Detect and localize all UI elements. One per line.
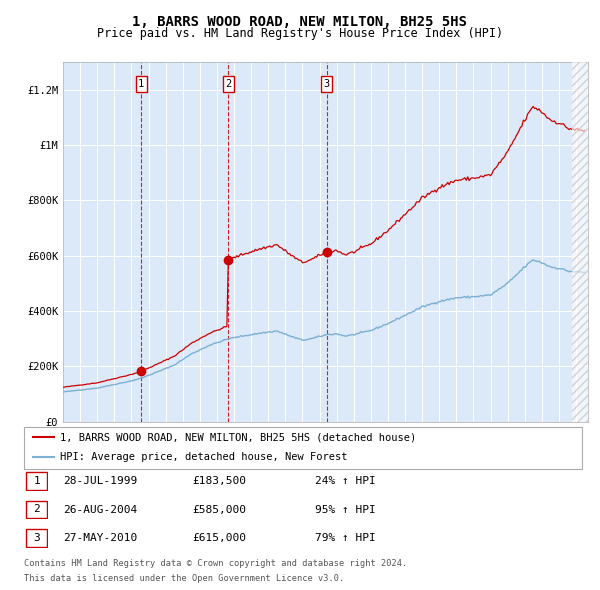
Text: This data is licensed under the Open Government Licence v3.0.: This data is licensed under the Open Gov… bbox=[24, 574, 344, 583]
Text: 1, BARRS WOOD ROAD, NEW MILTON, BH25 5HS (detached house): 1, BARRS WOOD ROAD, NEW MILTON, BH25 5HS… bbox=[60, 432, 416, 442]
FancyBboxPatch shape bbox=[24, 427, 582, 469]
Text: 1: 1 bbox=[33, 476, 40, 486]
Polygon shape bbox=[572, 62, 588, 422]
FancyBboxPatch shape bbox=[26, 501, 47, 518]
Text: 2: 2 bbox=[225, 79, 232, 89]
Text: HPI: Average price, detached house, New Forest: HPI: Average price, detached house, New … bbox=[60, 452, 348, 462]
Text: 26-AUG-2004: 26-AUG-2004 bbox=[63, 505, 137, 514]
FancyBboxPatch shape bbox=[26, 473, 47, 490]
Text: Price paid vs. HM Land Registry's House Price Index (HPI): Price paid vs. HM Land Registry's House … bbox=[97, 27, 503, 40]
Text: 2: 2 bbox=[33, 504, 40, 514]
Text: 3: 3 bbox=[33, 533, 40, 543]
Text: 28-JUL-1999: 28-JUL-1999 bbox=[63, 477, 137, 486]
FancyBboxPatch shape bbox=[26, 529, 47, 546]
Text: 24% ↑ HPI: 24% ↑ HPI bbox=[315, 477, 376, 486]
Text: 95% ↑ HPI: 95% ↑ HPI bbox=[315, 505, 376, 514]
Text: 27-MAY-2010: 27-MAY-2010 bbox=[63, 533, 137, 543]
Text: 3: 3 bbox=[323, 79, 330, 89]
Text: £183,500: £183,500 bbox=[192, 477, 246, 486]
Text: 1, BARRS WOOD ROAD, NEW MILTON, BH25 5HS: 1, BARRS WOOD ROAD, NEW MILTON, BH25 5HS bbox=[133, 15, 467, 29]
Text: Contains HM Land Registry data © Crown copyright and database right 2024.: Contains HM Land Registry data © Crown c… bbox=[24, 559, 407, 568]
Text: 1: 1 bbox=[138, 79, 145, 89]
Text: 79% ↑ HPI: 79% ↑ HPI bbox=[315, 533, 376, 543]
Text: £615,000: £615,000 bbox=[192, 533, 246, 543]
Text: £585,000: £585,000 bbox=[192, 505, 246, 514]
